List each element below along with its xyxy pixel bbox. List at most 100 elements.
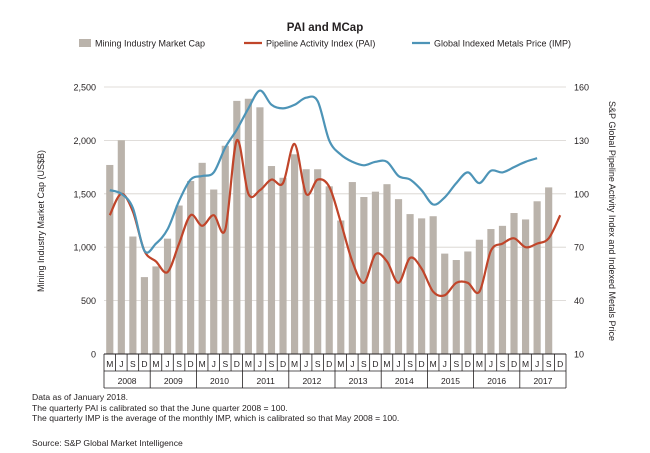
market-cap-bar xyxy=(418,218,426,354)
quarter-tick-label: D xyxy=(326,359,332,369)
right-tick-label: 160 xyxy=(574,83,589,93)
market-cap-bar xyxy=(452,260,460,354)
left-axis-label: Mining Industry Market Cap (US$B) xyxy=(36,150,46,292)
quarter-tick-label: S xyxy=(315,359,321,369)
right-tick-label: 130 xyxy=(574,136,589,146)
year-tick-label: 2011 xyxy=(257,376,276,386)
legend-swatch-market-cap xyxy=(79,39,91,47)
quarter-tick-label: D xyxy=(419,359,425,369)
right-tick-label: 10 xyxy=(574,350,584,360)
quarter-tick-label: M xyxy=(106,359,113,369)
year-tick-label: 2017 xyxy=(533,376,552,386)
quarter-tick-label: S xyxy=(269,359,275,369)
quarter-tick-label: M xyxy=(199,359,206,369)
market-cap-bar xyxy=(221,145,229,354)
axes: 0 500 1,000 1,500 2,000 2,500 10 40 70 100 130 160 M… xyxy=(73,83,589,389)
year-tick-label: 2010 xyxy=(210,376,229,386)
footnote-imp-calibration: The quarterly IMP is the average of the … xyxy=(32,413,400,424)
market-cap-bar xyxy=(325,186,333,354)
market-cap-bars xyxy=(106,98,553,355)
market-cap-bar xyxy=(210,189,218,354)
quarter-tick-label: D xyxy=(372,359,378,369)
left-tick-label: 2,500 xyxy=(73,83,96,93)
quarter-tick-label: J xyxy=(443,359,447,369)
market-cap-bar xyxy=(198,162,206,354)
quarter-tick-label: S xyxy=(546,359,552,369)
footnote-data-date: Data as of January 2018. xyxy=(32,392,129,402)
legend-label-market-cap: Mining Industry Market Cap xyxy=(95,39,205,49)
quarter-tick-label: S xyxy=(222,359,228,369)
year-tick-label: 2014 xyxy=(395,376,414,386)
market-cap-bar xyxy=(302,169,310,354)
quarter-tick-label: D xyxy=(280,359,286,369)
market-cap-bar xyxy=(314,169,322,354)
quarter-tick-label: S xyxy=(130,359,136,369)
quarter-tick-label: D xyxy=(511,359,517,369)
market-cap-bar xyxy=(348,182,356,354)
quarter-tick-label: M xyxy=(383,359,390,369)
quarter-tick-label: J xyxy=(304,359,308,369)
right-axis-label: S&P Global Pipeline Activity Index and I… xyxy=(607,101,617,341)
quarter-tick-label: S xyxy=(453,359,459,369)
market-cap-bar xyxy=(337,220,345,354)
market-cap-bar xyxy=(545,187,553,354)
quarter-tick-label: M xyxy=(245,359,252,369)
market-cap-bar xyxy=(267,166,276,354)
market-cap-bar xyxy=(187,180,195,354)
year-tick-label: 2009 xyxy=(164,376,183,386)
quarter-tick-label: M xyxy=(522,359,529,369)
market-cap-bar xyxy=(521,219,530,354)
quarter-tick-label: J xyxy=(119,359,123,369)
market-cap-bar xyxy=(360,197,368,354)
right-tick-label: 100 xyxy=(574,189,589,199)
quarter-tick-label: D xyxy=(188,359,194,369)
market-cap-bar xyxy=(441,253,449,354)
quarter-tick-label: J xyxy=(350,359,354,369)
market-cap-bar xyxy=(371,191,380,354)
imp-line xyxy=(109,89,538,254)
year-tick-label: 2008 xyxy=(118,376,137,386)
right-tick-label: 70 xyxy=(574,243,584,253)
quarter-tick-label: D xyxy=(557,359,563,369)
right-tick-label: 40 xyxy=(574,296,584,306)
quarter-tick-label: J xyxy=(396,359,400,369)
quarter-tick-label: J xyxy=(489,359,493,369)
market-cap-bar xyxy=(464,251,472,354)
quarter-tick-label: S xyxy=(361,359,367,369)
market-cap-bar xyxy=(406,214,414,354)
market-cap-bar xyxy=(510,213,518,354)
market-cap-bar xyxy=(498,225,507,354)
market-cap-bar xyxy=(129,236,137,354)
left-tick-label: 0 xyxy=(91,350,96,360)
quarter-tick-label: M xyxy=(430,359,437,369)
quarter-tick-label: S xyxy=(500,359,506,369)
left-tick-label: 1,000 xyxy=(73,243,96,253)
left-tick-label: 500 xyxy=(81,296,96,306)
legend-label-pai: Pipeline Activity Index (PAI) xyxy=(266,39,375,49)
left-tick-label: 2,000 xyxy=(73,136,96,146)
chart-title: PAI and MCap xyxy=(287,22,363,34)
pai-line xyxy=(108,139,562,298)
quarter-tick-label: D xyxy=(234,359,240,369)
year-tick-label: 2016 xyxy=(487,376,506,386)
legend: Mining Industry Market Cap Pipeline Acti… xyxy=(79,39,571,49)
market-cap-bar xyxy=(475,239,483,354)
market-cap-bar xyxy=(163,238,172,354)
market-cap-bar xyxy=(383,184,391,354)
quarter-tick-label: M xyxy=(337,359,344,369)
year-tick-label: 2013 xyxy=(349,376,368,386)
market-cap-bar xyxy=(106,164,114,354)
quarter-tick-label: J xyxy=(535,359,539,369)
quarter-tick-label: J xyxy=(212,359,216,369)
market-cap-bar xyxy=(279,177,287,354)
legend-label-imp: Global Indexed Metals Price (IMP) xyxy=(434,39,571,49)
quarter-tick-label: S xyxy=(407,359,413,369)
footnote-pai-calibration: The quarterly PAI is calibrated so that … xyxy=(32,402,288,413)
quarter-tick-label: M xyxy=(476,359,483,369)
quarter-tick-label: D xyxy=(465,359,471,369)
quarter-tick-label: D xyxy=(141,359,147,369)
chart: PAI and MCap Mining Industry Market Cap … xyxy=(36,22,617,389)
quarter-tick-label: M xyxy=(152,359,159,369)
market-cap-bar xyxy=(244,98,252,354)
gridlines xyxy=(104,86,566,355)
